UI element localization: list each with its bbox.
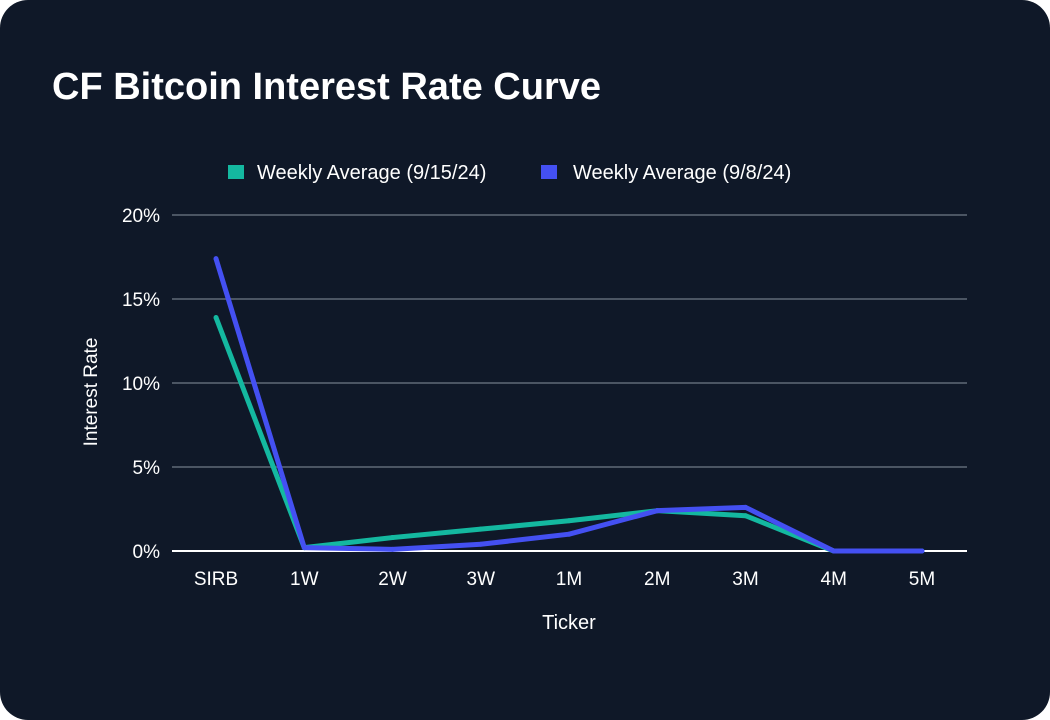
y-axis-ticks: 0% 5% 10% 15% 20% xyxy=(122,206,160,563)
data-point-series-2[interactable] xyxy=(478,541,484,547)
data-point-series-2[interactable] xyxy=(919,548,925,554)
x-tick-label: 2M xyxy=(644,569,670,590)
x-axis-ticks: SIRB 1W 2W 3W 1M 2M 3M 4M 5M xyxy=(194,569,935,590)
data-point-series-1[interactable] xyxy=(566,518,572,524)
y-axis-label: Interest Rate xyxy=(81,338,102,447)
y-tick-label: 5% xyxy=(133,458,161,479)
series-line-2[interactable] xyxy=(213,257,922,554)
data-point-series-2[interactable] xyxy=(566,531,572,537)
data-point-series-1[interactable] xyxy=(478,526,484,532)
x-tick-label: 3M xyxy=(732,569,758,590)
series-line-1[interactable] xyxy=(213,316,922,554)
data-point-series-2[interactable] xyxy=(654,508,660,514)
data-point-series-1[interactable] xyxy=(743,513,748,519)
legend-swatch-series-2 xyxy=(541,165,557,179)
data-point-series-1[interactable] xyxy=(390,535,395,541)
x-tick-label: 1M xyxy=(556,569,582,590)
y-tick-label: 0% xyxy=(133,542,161,563)
y-tick-label: 20% xyxy=(122,206,160,227)
x-tick-label: 4M xyxy=(821,569,847,590)
x-tick-label: 1W xyxy=(290,569,319,590)
legend-swatch-series-1 xyxy=(228,165,244,179)
legend-label-series-1[interactable]: Weekly Average (9/15/24) xyxy=(257,162,486,184)
data-point-series-1[interactable] xyxy=(213,314,219,320)
x-tick-label: 5M xyxy=(909,569,935,590)
legend: Weekly Average (9/15/24) Weekly Average … xyxy=(228,162,791,184)
x-tick-label: 2W xyxy=(378,569,407,590)
data-point-series-2[interactable] xyxy=(743,504,748,510)
y-tick-label: 15% xyxy=(122,290,160,311)
data-point-series-2[interactable] xyxy=(831,548,837,554)
y-tick-label: 10% xyxy=(122,374,160,395)
data-point-series-2[interactable] xyxy=(390,546,395,552)
x-tick-label: SIRB xyxy=(194,569,238,590)
data-point-series-2[interactable] xyxy=(301,545,307,551)
legend-label-series-2[interactable]: Weekly Average (9/8/24) xyxy=(573,162,791,184)
chart-title: CF Bitcoin Interest Rate Curve xyxy=(52,66,601,108)
series-lines xyxy=(213,256,925,554)
data-point-series-2[interactable] xyxy=(213,256,219,262)
x-axis-label: Ticker xyxy=(542,612,596,634)
x-tick-label: 3W xyxy=(467,569,496,590)
